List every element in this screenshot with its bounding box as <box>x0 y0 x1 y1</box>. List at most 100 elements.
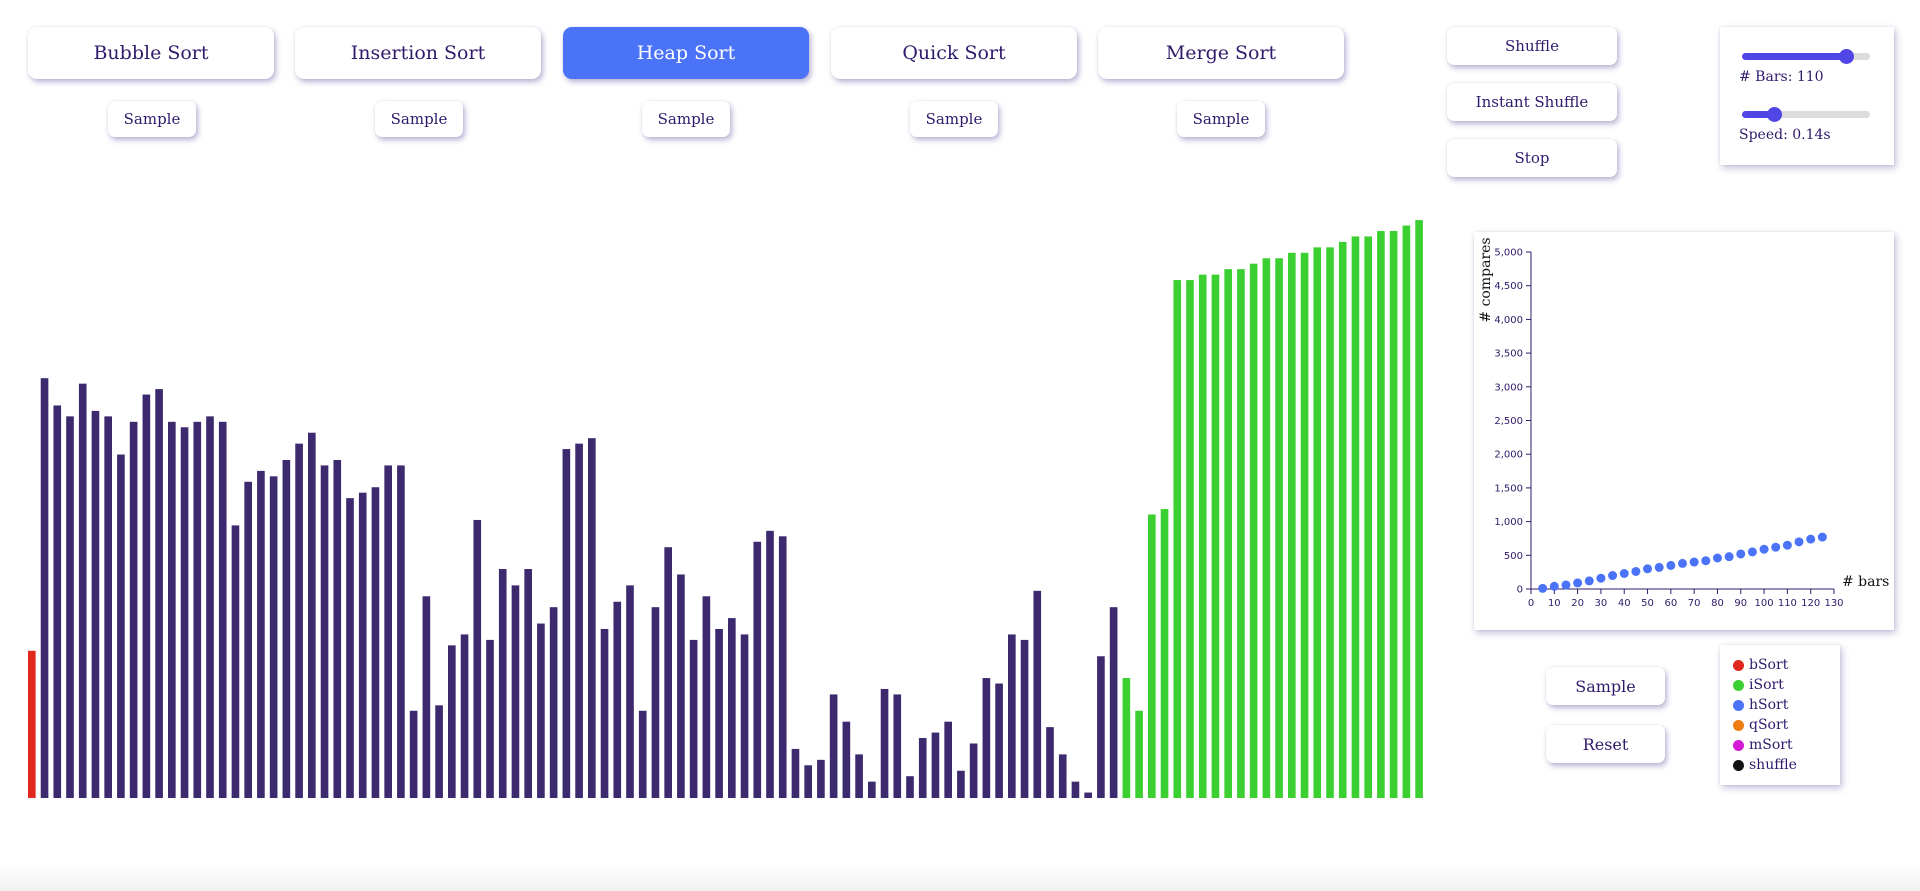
sort-bar <box>1109 607 1118 798</box>
sort-bar <box>638 710 647 798</box>
window-bottom-edge <box>0 864 1920 891</box>
speed-slider-thumb[interactable] <box>1766 107 1782 122</box>
sort-bar <box>817 759 825 798</box>
speed-label: Speed: 0.14s <box>1739 127 1831 143</box>
sort-bar <box>1160 509 1169 798</box>
bubble-sort-button[interactable]: Bubble Sort <box>28 27 274 79</box>
sort-bar <box>549 607 558 798</box>
sort-bar <box>804 765 812 798</box>
sort-bars-visualization <box>28 220 1423 799</box>
sort-bar <box>1097 656 1105 798</box>
speed-slider-fill <box>1742 111 1771 118</box>
sort-bar <box>766 530 774 798</box>
sort-bar <box>384 465 392 798</box>
sort-bar <box>1211 274 1220 798</box>
legend-dot-icon <box>1733 700 1744 711</box>
sort-bar <box>460 634 469 798</box>
sort-bar <box>689 639 698 798</box>
sort-bar <box>575 443 583 798</box>
sort-bar <box>117 454 125 798</box>
sort-bar <box>1033 590 1042 798</box>
sort-bar <box>969 743 978 798</box>
sort-bar <box>1415 220 1423 798</box>
sort-bar <box>1389 230 1398 798</box>
quick-sort-button[interactable]: Quick Sort <box>831 27 1077 79</box>
sort-bar <box>168 421 176 798</box>
sort-bar <box>728 618 736 798</box>
sort-bar <box>1275 258 1283 798</box>
sort-bar <box>1377 230 1385 798</box>
bars-slider-fill <box>1742 53 1853 60</box>
heap-sort-sample-button[interactable]: Sample <box>642 101 730 137</box>
sort-bar <box>206 416 214 798</box>
sort-bar <box>855 754 863 798</box>
sort-bar <box>129 421 138 798</box>
chart-sample-button[interactable]: Sample <box>1546 667 1665 705</box>
sort-bar <box>562 449 571 798</box>
legend-dot-icon <box>1733 660 1744 671</box>
sort-bar <box>778 536 787 798</box>
sort-bar <box>1326 247 1334 798</box>
sort-bar <box>1262 258 1271 798</box>
legend-label: shuffle <box>1749 757 1797 773</box>
sort-bar <box>1058 754 1067 798</box>
legend-dot-icon <box>1733 720 1744 731</box>
sort-bar <box>473 519 482 798</box>
speed-slider[interactable] <box>1742 107 1870 122</box>
sort-bar <box>1020 639 1029 798</box>
quick-sort-sample-button[interactable]: Sample <box>910 101 998 137</box>
sort-bar <box>1046 727 1054 798</box>
sort-bar <box>66 416 74 798</box>
sort-bar <box>1148 514 1156 798</box>
sort-bar <box>982 678 991 798</box>
bars-slider[interactable] <box>1742 49 1870 64</box>
instant-shuffle-button[interactable]: Instant Shuffle <box>1447 83 1617 121</box>
sort-bar <box>371 487 380 798</box>
compares-chart-panel <box>1474 232 1894 630</box>
sort-bar <box>1300 252 1309 799</box>
sort-bar <box>91 410 100 798</box>
sort-bar <box>104 416 112 798</box>
sort-bar <box>295 443 303 798</box>
chart-reset-button[interactable]: Reset <box>1546 725 1665 763</box>
sort-bar <box>308 432 316 798</box>
sort-bar <box>448 645 456 798</box>
sort-bar <box>244 481 252 798</box>
legend-dot-icon <box>1733 760 1744 771</box>
sort-bar <box>1135 710 1143 798</box>
heap-sort-button[interactable]: Heap Sort <box>563 27 809 79</box>
sort-bar <box>1351 236 1360 799</box>
shuffle-button[interactable]: Shuffle <box>1447 27 1617 65</box>
sort-bar <box>269 476 278 798</box>
sort-bar <box>1008 634 1016 798</box>
sort-bar <box>829 694 838 798</box>
sort-bar <box>1288 252 1296 799</box>
legend-dot-icon <box>1733 680 1744 691</box>
insertion-sort-sample-button[interactable]: Sample <box>375 101 463 137</box>
sort-bar <box>218 421 227 798</box>
legend-label: hSort <box>1749 697 1789 713</box>
sort-bar <box>626 585 634 798</box>
sort-bar <box>193 421 202 798</box>
sort-bar <box>1224 269 1232 798</box>
sort-bar <box>28 650 36 798</box>
sort-bar <box>893 694 902 798</box>
sort-bar <box>588 438 596 798</box>
sort-bar <box>600 628 609 798</box>
sort-bar <box>257 470 265 798</box>
sort-bar <box>142 394 151 798</box>
insertion-sort-button[interactable]: Insertion Sort <box>295 27 541 79</box>
bars-slider-thumb[interactable] <box>1839 49 1855 64</box>
sort-bar <box>486 639 494 798</box>
merge-sort-button[interactable]: Merge Sort <box>1098 27 1344 79</box>
bubble-sort-sample-button[interactable]: Sample <box>108 101 196 137</box>
sort-bar <box>422 596 431 798</box>
sort-bar <box>40 378 49 798</box>
sort-bar <box>906 776 914 798</box>
legend-dot-icon <box>1733 740 1744 751</box>
sort-bar <box>320 465 329 798</box>
merge-sort-sample-button[interactable]: Sample <box>1177 101 1265 137</box>
sort-bar <box>333 459 342 798</box>
sort-bar <box>1249 263 1258 799</box>
stop-button[interactable]: Stop <box>1447 139 1617 177</box>
